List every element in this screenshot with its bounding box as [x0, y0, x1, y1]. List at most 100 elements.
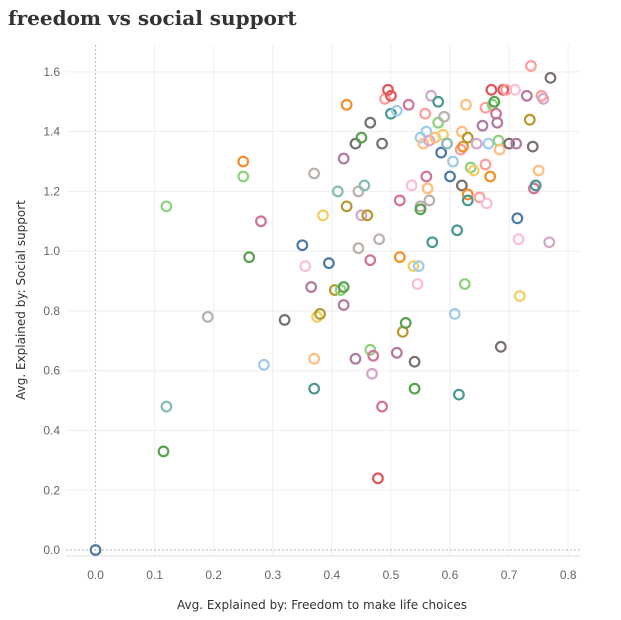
scatter-point[interactable] — [349, 352, 362, 365]
scatter-point[interactable] — [444, 170, 456, 183]
scatter-point[interactable] — [160, 400, 173, 413]
scatter-point[interactable] — [432, 95, 445, 108]
scatter-point[interactable] — [314, 308, 326, 320]
scatter-point[interactable] — [460, 98, 472, 111]
scatter-point[interactable] — [461, 188, 474, 201]
scatter-point[interactable] — [358, 179, 371, 192]
scatter-point[interactable] — [421, 182, 434, 195]
scatter-point[interactable] — [425, 89, 438, 102]
scatter-point[interactable] — [376, 137, 388, 150]
scatter-point[interactable] — [455, 125, 468, 138]
scatter-point[interactable] — [441, 137, 453, 150]
scatter-point[interactable] — [311, 311, 323, 323]
scatter-point[interactable] — [485, 83, 498, 96]
scatter-point[interactable] — [417, 137, 430, 150]
scatter-point[interactable] — [299, 260, 312, 273]
scatter-point[interactable] — [511, 212, 524, 225]
scatter-point[interactable] — [385, 89, 397, 102]
scatter-point[interactable] — [523, 113, 536, 126]
scatter-point[interactable] — [491, 116, 504, 129]
scatter-point[interactable] — [390, 346, 403, 359]
scatter-point[interactable] — [355, 209, 368, 222]
scatter-point[interactable] — [520, 89, 533, 102]
scatter-point[interactable] — [455, 179, 468, 192]
scatter-point[interactable] — [412, 260, 425, 273]
scatter-point[interactable] — [479, 158, 492, 171]
scatter-point[interactable] — [494, 340, 507, 353]
scatter-point[interactable] — [461, 131, 474, 144]
scatter-point[interactable] — [432, 116, 445, 129]
scatter-point[interactable] — [451, 224, 464, 237]
scatter-point[interactable] — [537, 92, 550, 105]
scatter-point[interactable] — [426, 236, 439, 249]
scatter-point[interactable] — [476, 119, 489, 132]
scatter-point[interactable] — [470, 137, 483, 150]
scatter-point[interactable] — [366, 367, 378, 380]
scatter-point[interactable] — [89, 544, 102, 556]
scatter-point[interactable] — [340, 98, 353, 111]
scatter-point[interactable] — [503, 137, 516, 150]
scatter-point[interactable] — [201, 311, 214, 323]
scatter-point[interactable] — [543, 236, 556, 249]
scatter-point[interactable] — [340, 200, 353, 213]
scatter-point[interactable] — [414, 203, 427, 216]
scatter-point[interactable] — [385, 107, 397, 120]
scatter-point[interactable] — [308, 167, 321, 180]
scatter-point[interactable] — [479, 101, 492, 114]
scatter-point[interactable] — [438, 110, 451, 123]
scatter-point[interactable] — [323, 257, 335, 270]
scatter-point[interactable] — [408, 382, 421, 395]
scatter-point[interactable] — [407, 260, 420, 273]
scatter-point[interactable] — [509, 83, 521, 96]
scatter-point[interactable] — [157, 445, 170, 458]
scatter-point[interactable] — [484, 170, 497, 183]
scatter-point[interactable] — [317, 209, 329, 222]
scatter-point[interactable] — [526, 140, 539, 153]
scatter-point[interactable] — [544, 71, 557, 84]
scatter-point[interactable] — [405, 179, 418, 192]
scatter-point[interactable] — [237, 155, 250, 168]
scatter-point[interactable] — [364, 254, 377, 267]
scatter-point[interactable] — [243, 251, 256, 264]
scatter-point[interactable] — [510, 137, 523, 150]
scatter-point[interactable] — [355, 131, 368, 144]
scatter-point[interactable] — [480, 197, 493, 210]
scatter-point[interactable] — [382, 83, 394, 96]
scatter-point[interactable] — [364, 343, 377, 356]
scatter-point[interactable] — [452, 388, 465, 401]
scatter-point[interactable] — [411, 278, 424, 290]
scatter-point[interactable] — [447, 155, 459, 168]
scatter-point[interactable] — [454, 143, 467, 156]
scatter-point[interactable] — [367, 349, 380, 362]
scatter-point[interactable] — [390, 104, 403, 117]
scatter-point[interactable] — [457, 140, 469, 153]
scatter-point[interactable] — [488, 95, 501, 108]
scatter-point[interactable] — [352, 185, 365, 198]
scatter-point[interactable] — [532, 164, 545, 177]
scatter-point[interactable] — [467, 164, 480, 177]
scatter-point[interactable] — [512, 233, 525, 246]
scatter-point[interactable] — [393, 251, 406, 264]
scatter-point[interactable] — [399, 317, 412, 329]
scatter-point[interactable] — [473, 191, 486, 204]
scatter-point[interactable] — [308, 352, 321, 365]
scatter-point[interactable] — [525, 60, 537, 72]
scatter-point[interactable] — [337, 299, 350, 311]
scatter-point[interactable] — [373, 233, 386, 246]
scatter-point[interactable] — [349, 137, 362, 150]
scatter-point[interactable] — [493, 143, 506, 156]
scatter-point[interactable] — [337, 281, 350, 293]
scatter-point[interactable] — [435, 146, 448, 159]
scatter-point[interactable] — [448, 308, 461, 320]
scatter-point[interactable] — [337, 152, 350, 165]
scatter-point[interactable] — [364, 116, 377, 129]
scatter-point[interactable] — [376, 400, 388, 413]
scatter-point[interactable] — [258, 358, 270, 371]
scatter-point[interactable] — [255, 215, 267, 228]
scatter-point[interactable] — [361, 209, 374, 222]
scatter-point[interactable] — [237, 170, 250, 183]
scatter-point[interactable] — [334, 284, 347, 296]
scatter-point[interactable] — [393, 194, 406, 207]
scatter-point[interactable] — [160, 200, 173, 213]
scatter-point[interactable] — [458, 278, 471, 290]
